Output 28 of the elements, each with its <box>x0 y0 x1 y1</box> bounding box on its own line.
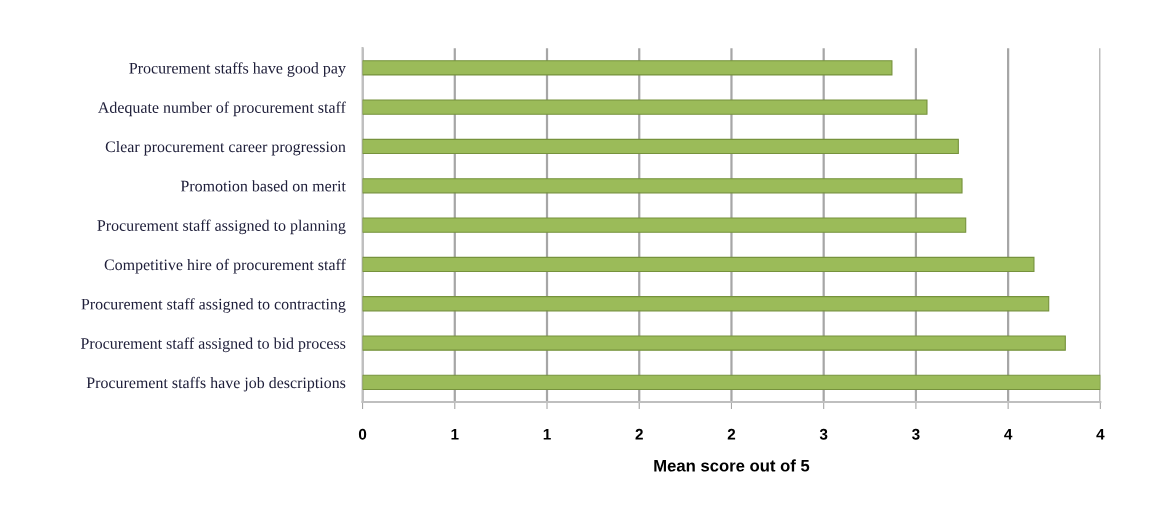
y-tick-label: Procurement staffs have job descriptions <box>86 376 346 392</box>
y-tick-label: Promotion based on merit <box>180 180 346 192</box>
y-tick-label: Competitive hire of procurement staff <box>104 258 346 274</box>
bar <box>362 296 1050 312</box>
x-tick-label: 2 <box>727 428 736 440</box>
bar <box>362 99 928 115</box>
x-tick-label: 1 <box>543 429 551 440</box>
x-tick-label: 0 <box>358 428 367 440</box>
y-tick-label: Procurement staffs have good pay <box>129 62 346 77</box>
y-tick-label: Procurement staff assigned to bid process <box>80 337 346 353</box>
y-tick-label: Procurement staff assigned to contracting <box>81 298 346 313</box>
y-tick-label: Clear procurement career progression <box>105 140 346 156</box>
x-axis-title: Mean score out of 5 <box>654 459 810 472</box>
y-tick-label: Adequate number of procurement staff <box>97 101 346 117</box>
bar <box>362 374 1101 391</box>
bar <box>362 335 1066 351</box>
y-tick-label: Procurement staff assigned to planning <box>97 219 346 235</box>
x-tick-label: 2 <box>635 428 643 440</box>
x-tick-label: 1 <box>451 429 459 440</box>
x-tick-label: 4 <box>1096 429 1105 440</box>
x-tick-label: 3 <box>819 428 828 440</box>
x-tick-label: 3 <box>912 428 920 440</box>
x-tick-label: 4 <box>1004 429 1013 440</box>
bar <box>362 178 963 194</box>
bar <box>362 217 967 233</box>
bar <box>362 60 893 76</box>
bar <box>362 256 1035 273</box>
bar <box>362 138 959 155</box>
